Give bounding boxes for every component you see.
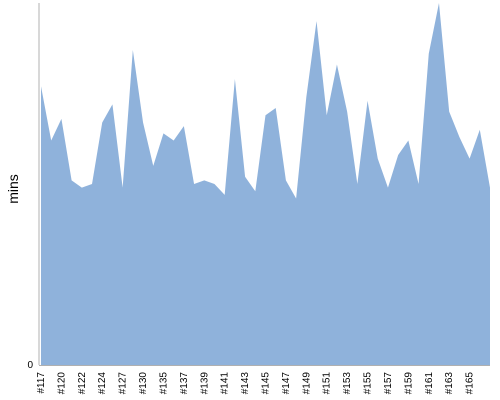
x-tick-label: #161 [424,372,435,395]
x-tick-label: #120 [56,372,67,395]
x-tick-label: #117 [36,372,47,394]
y-axis-title: mins [5,174,21,204]
x-tick-labels: #117 #120 #122 #124 #127 #130 #135 #137 #139 #141… [36,372,476,395]
x-tick-label: #147 [281,372,292,395]
x-tick-label: #124 [97,372,108,395]
x-tick-label: #165 [465,372,476,395]
x-tick-label: #163 [444,372,455,395]
area-series [41,3,490,365]
x-tick-label: #145 [261,372,272,395]
x-tick-label: #153 [342,372,353,395]
area-fill [41,3,490,365]
x-tick-label: #122 [77,372,88,395]
x-tick-label: #127 [118,372,129,395]
x-tick-label: #151 [322,372,333,395]
y-tick-label: 0 [27,360,33,371]
x-tick-label: #155 [363,372,374,395]
x-tick-label: #149 [301,372,312,395]
x-tick-label: #139 [199,372,210,395]
x-tick-label: #130 [138,372,149,395]
x-tick-label: #143 [240,372,251,395]
x-tick-label: #135 [158,372,169,395]
x-tick-label: #137 [179,372,190,395]
x-tick-label: #141 [220,372,231,395]
x-tick-label: #159 [403,372,414,395]
x-tick-label: #157 [383,372,394,395]
